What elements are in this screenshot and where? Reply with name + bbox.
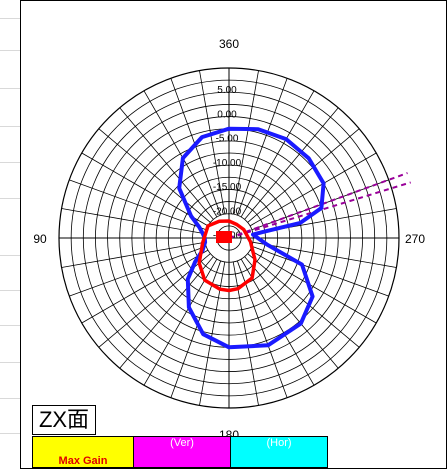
polar-grid-spoke [251,245,389,297]
radial-tick-label: -10.00 [213,158,242,169]
polar-grid-spoke [232,261,259,406]
polar-grid-spoke [199,70,226,215]
angle-label-left: 90 [33,232,47,246]
radial-tick-label: -20.00 [213,206,242,217]
polar-grid-spoke [240,90,315,218]
polar-grid-spoke [240,258,315,386]
sheet-row-line [0,198,20,199]
sheet-row-line [0,18,20,19]
polar-grid-spoke [81,152,209,227]
sheet-row-line [0,325,20,326]
hor-series-line [197,219,257,293]
polar-grid-spoke [98,128,211,223]
angle-label-right: 270 [405,232,425,246]
sheet-row-line [0,126,20,127]
polar-grid-spoke [244,256,339,369]
radial-tick-label: 5.00 [217,85,237,96]
polar-grid-spoke [232,70,259,215]
sheet-row-line [0,433,20,434]
plane-label: ZX面 [32,405,96,435]
sheet-row-line [0,255,20,256]
polar-grid-spoke [143,90,218,218]
sheet-row-line [0,50,20,51]
chart-frame[interactable] [20,0,447,469]
legend-table: Max Gain (Ver) (Hor) [32,436,328,468]
polar-grid-spoke [61,208,206,235]
ver-series-line [177,126,326,350]
polar-grid-spoke [249,249,377,324]
angle-label-top: 360 [219,37,239,51]
radial-tick-label: -15.00 [213,182,242,193]
sheet-row-line [0,162,20,163]
polar-grid-spoke [119,107,214,220]
polar-grid-spoke [69,179,207,231]
max-gain-marker-line [228,172,408,239]
center-marker [216,231,232,243]
polar-grid-spoke [61,241,206,268]
sheet-row-line [0,88,20,89]
polar-grid-spoke [81,249,209,324]
polar-grid-spoke [252,241,397,268]
polar-grid-spoke [247,253,360,348]
polar-grid-spoke [247,128,360,223]
max-gain-marker-line [228,181,411,239]
polar-grid-spoke [236,78,288,216]
legend-max-gain: Max Gain [32,436,134,468]
polar-grid-spoke [143,258,218,386]
legend-hor: (Hor) [230,436,328,468]
sheet-row-line [0,290,20,291]
legend-ver: (Ver) [133,436,231,468]
sheet-row-line [0,362,20,363]
polar-grid-spoke [119,256,214,369]
polar-grid-spoke [249,152,377,227]
polar-grid-spoke [244,107,339,220]
radial-tick-label: 0.00 [217,109,237,120]
polar-grid-spoke [199,261,226,406]
sheet-row-line [0,398,20,399]
radial-tick-labels: 5.000.00-5.00-10.00-15.00-20.00-25.00 [213,85,242,242]
polar-grid-spoke [69,245,207,297]
radial-tick-label: -5.00 [216,134,239,145]
